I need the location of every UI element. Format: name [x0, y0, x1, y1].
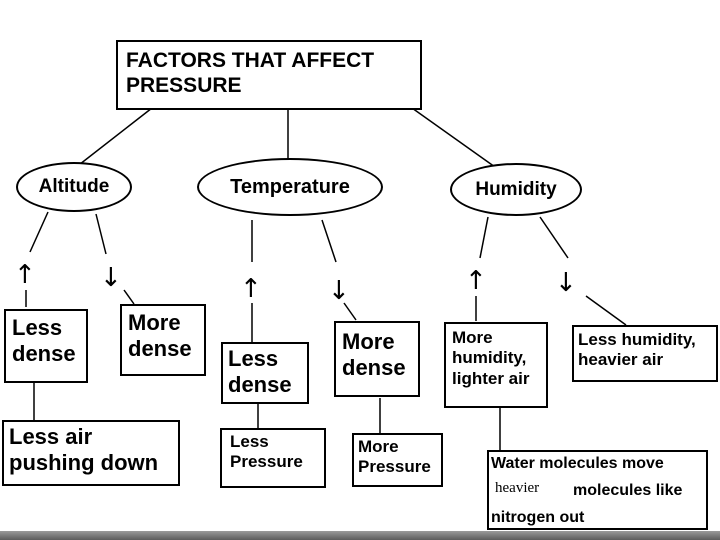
connector-altitude-left: [29, 211, 49, 253]
temperature-oval: Temperature: [197, 158, 383, 216]
connector-title-humidity: [411, 107, 496, 168]
humidity-explanation-box: Water molecules move molecules like nitr…: [487, 450, 708, 530]
temperature-down-arrow: ↓: [328, 276, 350, 306]
altitude-less-dense-box: Less dense: [4, 309, 88, 383]
explanation-line-1: Water molecules move: [491, 455, 664, 472]
altitude-up-arrow: ↑: [14, 260, 36, 290]
connector-altitude-right: [95, 213, 107, 255]
humidity-oval: Humidity: [450, 163, 582, 216]
explanation-inserted-word: heavier: [495, 480, 540, 496]
temperature-up-arrow: ↑: [240, 274, 262, 304]
altitude-more-dense-box: More dense: [120, 304, 206, 376]
temperature-less-dense-box: Less dense: [221, 342, 309, 404]
humidity-less-humidity-box: Less humidity, heavier air: [572, 325, 718, 382]
humidity-up-arrow: ↑: [465, 266, 487, 296]
explanation-line-3: nitrogen out: [491, 509, 585, 526]
temperature-more-pressure-box: More Pressure: [352, 433, 443, 487]
connector-temp-down-arrow: [343, 302, 357, 321]
title-box: FACTORS THAT AFFECT PRESSURE: [116, 40, 422, 110]
connector-title-altitude: [74, 107, 153, 169]
altitude-oval: Altitude: [16, 162, 132, 212]
connector-humidity-right: [539, 216, 569, 259]
temperature-more-dense-box: More dense: [334, 321, 420, 397]
altitude-down-arrow: ↓: [100, 263, 122, 293]
connector-alt-down-arrow: [123, 289, 135, 305]
bottom-bar: [0, 531, 720, 540]
humidity-more-humidity-box: More humidity, lighter air: [444, 322, 548, 408]
humidity-down-arrow: ↓: [555, 268, 577, 298]
altitude-result-box: Less air pushing down: [2, 420, 180, 486]
connector-humidity-left: [479, 216, 489, 259]
explanation-line-2: molecules like: [573, 482, 683, 499]
connector-temperature-right: [321, 219, 337, 263]
connector-hum-down-arrow: [585, 295, 627, 326]
temperature-less-pressure-box: Less Pressure: [220, 428, 326, 488]
